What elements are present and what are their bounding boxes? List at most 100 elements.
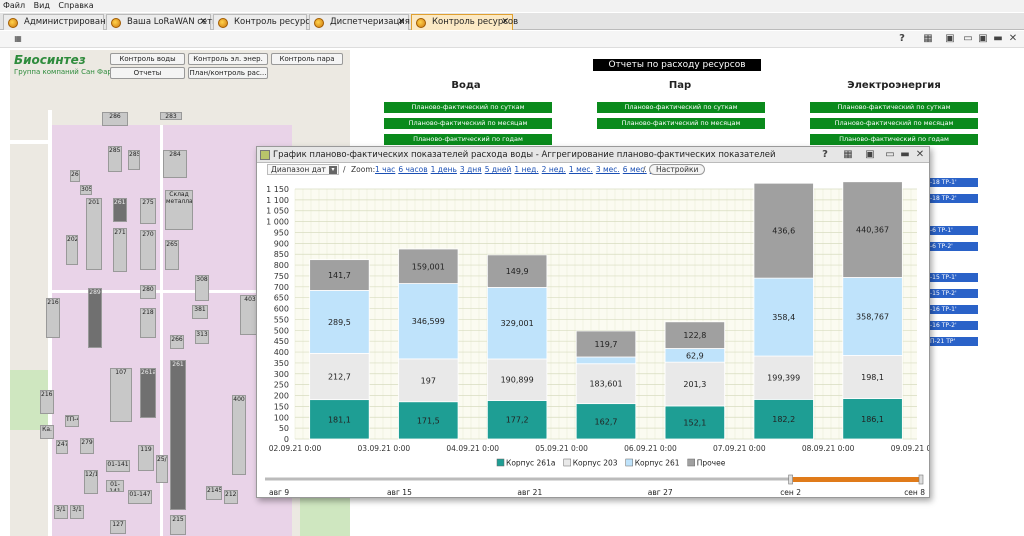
bar-segment[interactable]	[842, 277, 903, 356]
menu-view[interactable]: Вид	[33, 1, 50, 10]
building[interactable]: 275	[140, 198, 156, 224]
bar-segment[interactable]	[575, 356, 637, 365]
print-preview-icon[interactable]: ▣	[865, 149, 875, 160]
transformer-button[interactable]: -6 ТР-2'	[928, 242, 978, 251]
building[interactable]: 265	[165, 240, 179, 270]
tab-dispatch[interactable]: Диспетчеризация ✕	[309, 14, 410, 30]
building[interactable]: 381	[192, 305, 208, 319]
building[interactable]: 280	[140, 285, 156, 299]
building[interactable]: 119	[138, 445, 154, 471]
building[interactable]: 400	[232, 395, 246, 475]
electricity-monthly-button[interactable]: Планово-фактический по месяцам	[810, 118, 978, 129]
help-icon[interactable]: ?	[899, 33, 905, 44]
building[interactable]: 3/1	[70, 505, 84, 519]
building[interactable]: 261a	[113, 198, 127, 222]
building[interactable]: 283	[160, 112, 182, 120]
steam-monthly-button[interactable]: Планово-фактический по месяцам	[597, 118, 765, 129]
bar-segment[interactable]	[486, 254, 548, 288]
building[interactable]: 285a	[108, 146, 122, 172]
bar-segment[interactable]	[309, 259, 370, 291]
bar-segment[interactable]	[486, 358, 548, 401]
building[interactable]: 202	[66, 235, 78, 265]
bar-segment[interactable]	[664, 321, 726, 349]
bar-segment[interactable]	[309, 399, 370, 440]
date-range-select[interactable]: Диапазон дат ▾	[267, 164, 339, 175]
building[interactable]: 107	[110, 368, 132, 422]
zoom-link[interactable]: 1 нед.	[514, 165, 539, 174]
zoom-link[interactable]: 3 мес.	[595, 165, 620, 174]
bar-segment[interactable]	[575, 403, 637, 440]
close-icon[interactable]: ✕	[915, 149, 925, 160]
building[interactable]: 271	[113, 228, 127, 272]
bar-segment[interactable]	[575, 363, 637, 405]
chart-window[interactable]: График планово-фактических показателей р…	[256, 146, 930, 498]
water-yearly-button[interactable]: Планово-фактический по годам	[384, 134, 552, 145]
steam-control-button[interactable]: Контроль пара	[271, 53, 343, 65]
building[interactable]: 212a	[224, 490, 238, 504]
building[interactable]: 284	[163, 150, 187, 178]
building[interactable]: 01-147	[128, 490, 152, 504]
close-icon[interactable]: ✕	[1008, 33, 1018, 44]
close-icon[interactable]: ✕	[501, 17, 509, 27]
building[interactable]: 12/1	[84, 470, 98, 494]
reports-button[interactable]: Отчеты	[110, 67, 185, 79]
restore-icon[interactable]: ▭	[885, 149, 895, 160]
settings-button[interactable]: Настройки	[649, 164, 706, 175]
bar-segment[interactable]	[753, 355, 814, 400]
steam-daily-button[interactable]: Планово-фактический по суткам	[597, 102, 765, 113]
zoom-link[interactable]: 1 день	[430, 165, 457, 174]
window-icon[interactable]: ▣	[978, 33, 988, 44]
building[interactable]: 01-141	[106, 460, 130, 472]
building[interactable]: ТП-4	[65, 415, 79, 427]
bar-segment[interactable]	[309, 352, 370, 401]
calculator-icon[interactable]: ▦	[923, 33, 933, 44]
building[interactable]: 216a	[40, 390, 54, 414]
building[interactable]: 305	[80, 185, 92, 195]
building[interactable]: 289	[88, 288, 102, 348]
transformer-button[interactable]: -16 ТР-1'	[928, 305, 978, 314]
transformer-button[interactable]: -16 ТР-2'	[928, 321, 978, 330]
transformer-button[interactable]: -6 ТР-1'	[928, 226, 978, 235]
zoom-link[interactable]: 2 нед.	[541, 165, 566, 174]
zoom-link[interactable]: 6 мес.	[622, 165, 647, 174]
warehouse[interactable]: Склад металла	[165, 190, 193, 230]
bar-segment[interactable]	[753, 398, 814, 440]
bar-segment[interactable]	[398, 401, 459, 440]
building[interactable]: 261a	[140, 368, 156, 418]
transformer-button[interactable]: П-21 ТР'	[928, 337, 978, 346]
building[interactable]: 313	[195, 330, 209, 344]
chart-window-titlebar[interactable]: График планово-фактических показателей р…	[257, 147, 929, 163]
zoom-link[interactable]: 1 час	[375, 165, 396, 174]
bar-segment[interactable]	[842, 398, 903, 440]
building[interactable]: 279	[80, 438, 94, 454]
building[interactable]: 266	[170, 335, 184, 349]
close-icon[interactable]: ✕	[199, 17, 207, 27]
electricity-control-button[interactable]: Контроль эл. энер.	[188, 53, 268, 65]
tab-lorawan[interactable]: Ваша LoRaWAN сеть ✕	[106, 14, 217, 30]
building[interactable]: 247	[56, 440, 68, 454]
menu-file[interactable]: Файл	[3, 1, 26, 10]
bar-segment[interactable]	[398, 248, 459, 284]
grid-icon[interactable]: ▦	[14, 34, 22, 43]
water-control-button[interactable]: Контроль воды	[110, 53, 185, 65]
building[interactable]: 218	[140, 308, 156, 338]
building[interactable]: 285	[128, 150, 140, 170]
transformer-button[interactable]: -15 ТР-2'	[928, 289, 978, 298]
zoom-link[interactable]: 5 дней	[484, 165, 512, 174]
building[interactable]: 270	[140, 230, 156, 270]
building[interactable]: 201	[86, 198, 102, 270]
building[interactable]: 308	[195, 275, 209, 301]
close-icon[interactable]: ✕	[397, 17, 405, 27]
help-icon[interactable]: ?	[822, 149, 828, 160]
bar-segment[interactable]	[664, 361, 726, 407]
transformer-button[interactable]: -18 ТР-1'	[928, 178, 978, 187]
zoom-link[interactable]: 3 дня	[459, 165, 482, 174]
building[interactable]: 261	[170, 360, 186, 510]
building[interactable]: 25/25	[156, 455, 168, 483]
building[interactable]: 2145	[206, 486, 222, 500]
water-monthly-button[interactable]: Планово-фактический по месяцам	[384, 118, 552, 129]
building[interactable]: 286	[102, 112, 128, 126]
building[interactable]: 127	[110, 520, 126, 534]
water-daily-button[interactable]: Планово-фактический по суткам	[384, 102, 552, 113]
